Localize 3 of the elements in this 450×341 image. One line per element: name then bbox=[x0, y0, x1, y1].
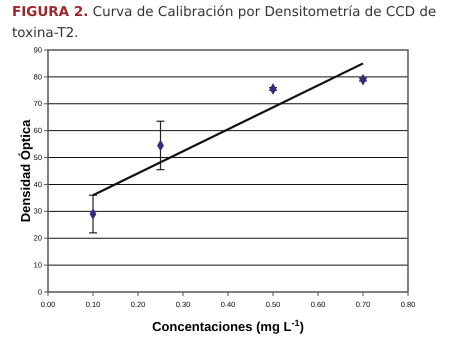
x-axis-title: Concentaciones (mg L$^{-1}$) bbox=[152, 318, 304, 334]
y-axis-title: Densidad Óptica bbox=[18, 118, 33, 222]
chart-title: FIGURA 2. Curva de Calibración por Densitometría de CCD de toxina-T2. bbox=[12, 4, 436, 41]
